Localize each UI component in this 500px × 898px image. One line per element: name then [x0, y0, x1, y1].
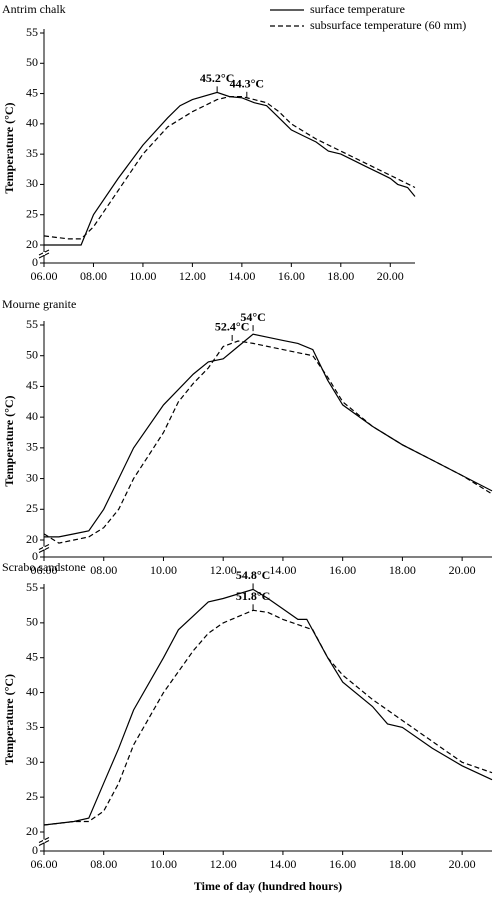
x-tick-label: 08.00: [80, 269, 107, 283]
x-tick-label: 16.00: [329, 563, 356, 577]
y-tick-label: 20: [26, 824, 38, 838]
x-tick-label: 14.00: [228, 269, 255, 283]
series-line: [43, 609, 493, 826]
x-tick-label: 14.00: [269, 857, 296, 871]
annotation: 54.8°C: [236, 568, 270, 582]
y-tick-label: 45: [26, 85, 38, 99]
y-axis-label: Temperature (°C): [2, 674, 16, 765]
x-tick-label: 10.00: [150, 563, 177, 577]
y-tick-label: 50: [26, 615, 38, 629]
x-tick-label: 18.00: [327, 269, 354, 283]
annotation: 44.3°C: [230, 77, 264, 91]
y-tick-label: 55: [26, 580, 38, 594]
series-line: [44, 91, 416, 246]
y-tick-label: 20: [26, 532, 38, 546]
y-tick-label: 30: [26, 176, 38, 190]
y-tick-label: 35: [26, 146, 38, 160]
x-tick-label: 16.00: [278, 269, 305, 283]
annotation: 52.4°C: [215, 320, 249, 334]
y-tick-label: 0: [32, 843, 38, 857]
x-tick-label: 06.00: [31, 269, 58, 283]
y-tick-label: 55: [26, 25, 38, 39]
legend-label: subsurface temperature (60 mm): [310, 19, 467, 32]
x-tick-label: 08.00: [90, 857, 117, 871]
y-tick-label: 35: [26, 719, 38, 733]
y-tick-label: 40: [26, 116, 38, 130]
x-tick-label: 20.00: [449, 563, 476, 577]
y-tick-label: 20: [26, 237, 38, 251]
y-tick-label: 30: [26, 754, 38, 768]
x-tick-label: 12.00: [210, 857, 237, 871]
y-tick-label: 25: [26, 789, 38, 803]
axis-break-gap: [43, 546, 45, 550]
series-line: [43, 96, 416, 240]
legend-label: surface temperature: [310, 3, 405, 16]
x-tick-label: 06.00: [31, 857, 58, 871]
y-tick-label: 40: [26, 684, 38, 698]
x-tick-label: 20.00: [377, 269, 404, 283]
y-tick-label: 40: [26, 409, 38, 423]
axis-break-gap: [43, 252, 45, 255]
y-tick-label: 55: [26, 317, 38, 331]
series-line: [44, 333, 493, 538]
x-tick-label: 10.00: [150, 857, 177, 871]
x-tick-label: 10.00: [129, 269, 156, 283]
panel-title: Scrabo sandstone: [2, 560, 86, 574]
y-tick-label: 0: [32, 255, 38, 269]
x-axis-label: Time of day (hundred hours): [194, 879, 342, 893]
y-tick-label: 50: [26, 55, 38, 69]
annotation: 45.2°C: [200, 71, 234, 85]
y-tick-label: 25: [26, 501, 38, 515]
y-tick-label: 45: [26, 649, 38, 663]
x-tick-label: 16.00: [329, 857, 356, 871]
legend-entry: surface temperature: [310, 3, 405, 16]
y-tick-label: 35: [26, 440, 38, 454]
annotation: 51.8°C: [236, 589, 270, 603]
series-line: [43, 340, 493, 544]
panel-title: Mourne granite: [2, 297, 76, 311]
panel-title: Antrim chalk: [2, 2, 66, 16]
annotation: 54°C: [240, 310, 265, 324]
x-tick-label: 18.00: [389, 563, 416, 577]
series-line: [43, 588, 493, 826]
x-tick-label: 14.00: [269, 563, 296, 577]
y-tick-label: 25: [26, 206, 38, 220]
x-tick-label: 08.00: [90, 563, 117, 577]
y-axis-label: Temperature (°C): [2, 102, 16, 193]
x-tick-label: 12.00: [179, 269, 206, 283]
y-tick-label: 50: [26, 347, 38, 361]
axis-break-gap: [43, 839, 45, 843]
x-tick-label: 06.00: [31, 563, 58, 577]
y-tick-label: 45: [26, 378, 38, 392]
x-tick-label: 12.00: [210, 563, 237, 577]
y-axis-label: Temperature (°C): [2, 395, 16, 486]
x-tick-label: 18.00: [389, 857, 416, 871]
y-tick-label: 0: [32, 549, 38, 563]
legend-entry: subsurface temperature (60 mm): [310, 19, 467, 32]
y-tick-label: 30: [26, 470, 38, 484]
x-tick-label: 20.00: [449, 857, 476, 871]
